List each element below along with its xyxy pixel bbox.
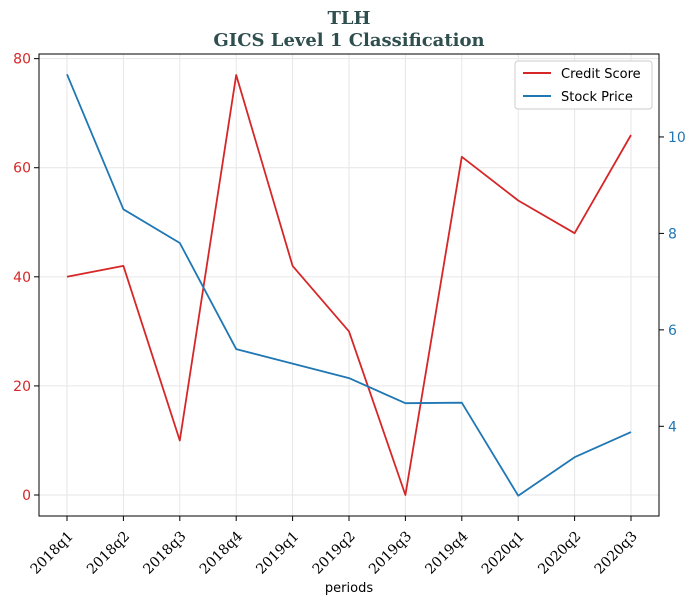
x-tick-label: 2019q3: [366, 528, 415, 577]
y-left-tick-label: 20: [13, 379, 31, 395]
series-lines: [66, 73, 632, 497]
y-right-tick-label: 10: [668, 130, 686, 146]
series-line-credit-score: [66, 74, 632, 496]
series-line-stock-price: [66, 73, 632, 497]
grid: [39, 54, 659, 516]
x-tick-label: 2018q2: [84, 528, 133, 577]
x-tick-label: 2018q4: [197, 528, 246, 577]
y-right-tick-label: 6: [668, 323, 677, 339]
y-right-tick-label: 8: [668, 226, 677, 242]
x-tick-label: 2019q1: [253, 528, 302, 577]
x-tick-label: 2019q2: [310, 528, 359, 577]
y-left-tick-label: 0: [22, 488, 31, 504]
x-tick-label: 2018q1: [28, 528, 77, 577]
y-left-tick-label: 40: [13, 270, 31, 286]
chart-title: TLH: [327, 8, 370, 29]
x-tick-label: 2019q4: [422, 528, 471, 577]
y-left-tick-label: 80: [13, 52, 31, 68]
y-left-tick-label: 60: [13, 161, 31, 177]
legend-label-credit-score: Credit Score: [561, 67, 641, 82]
x-tick-label: 2020q3: [592, 528, 641, 577]
x-axis-label: periods: [325, 581, 373, 596]
legend: Credit Score Stock Price: [514, 60, 653, 110]
y-right-tick-label: 4: [668, 419, 677, 435]
x-tick-label: 2020q2: [535, 528, 584, 577]
legend-label-stock-price: Stock Price: [561, 90, 633, 105]
x-tick-label: 2018q3: [140, 528, 189, 577]
chart-subtitle: GICS Level 1 Classification: [213, 30, 484, 51]
x-tick-label: 2020q1: [479, 528, 528, 577]
